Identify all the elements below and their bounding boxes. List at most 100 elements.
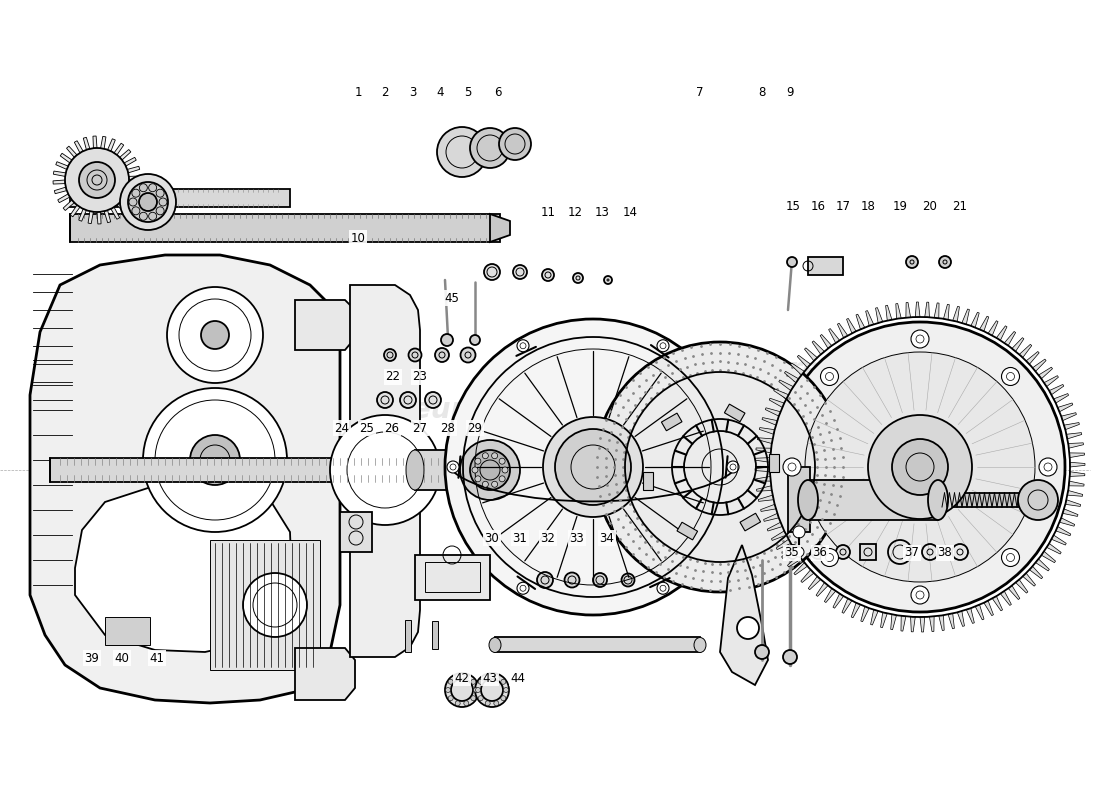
Polygon shape bbox=[1000, 591, 1011, 606]
Bar bbox=[808, 480, 938, 520]
Polygon shape bbox=[794, 562, 807, 575]
Circle shape bbox=[494, 674, 498, 679]
Text: 36: 36 bbox=[813, 546, 827, 559]
Circle shape bbox=[425, 392, 441, 408]
Circle shape bbox=[434, 348, 449, 362]
Ellipse shape bbox=[490, 638, 500, 653]
Circle shape bbox=[448, 696, 453, 701]
Polygon shape bbox=[1069, 453, 1085, 458]
Polygon shape bbox=[812, 341, 824, 354]
Polygon shape bbox=[777, 539, 791, 550]
Circle shape bbox=[1001, 549, 1020, 566]
Polygon shape bbox=[930, 616, 934, 631]
Text: 30: 30 bbox=[485, 531, 499, 545]
Polygon shape bbox=[125, 190, 139, 198]
Polygon shape bbox=[957, 611, 965, 626]
Circle shape bbox=[911, 330, 930, 348]
Polygon shape bbox=[1064, 422, 1079, 430]
Circle shape bbox=[821, 549, 838, 566]
Polygon shape bbox=[1069, 472, 1085, 477]
Circle shape bbox=[906, 256, 918, 268]
Circle shape bbox=[140, 212, 147, 220]
Polygon shape bbox=[934, 303, 939, 318]
Polygon shape bbox=[490, 214, 510, 242]
Polygon shape bbox=[983, 601, 993, 615]
Polygon shape bbox=[120, 150, 131, 160]
Circle shape bbox=[513, 265, 527, 279]
Polygon shape bbox=[70, 205, 80, 217]
Circle shape bbox=[500, 696, 506, 701]
Polygon shape bbox=[980, 316, 989, 331]
Bar bbox=[415, 555, 490, 600]
Polygon shape bbox=[856, 314, 865, 330]
Polygon shape bbox=[129, 176, 141, 180]
Polygon shape bbox=[1026, 351, 1039, 364]
Polygon shape bbox=[944, 304, 949, 320]
Circle shape bbox=[140, 184, 147, 192]
Polygon shape bbox=[1042, 551, 1056, 562]
Text: 5: 5 bbox=[464, 86, 472, 99]
Polygon shape bbox=[808, 576, 821, 590]
Text: 8: 8 bbox=[758, 86, 766, 99]
Polygon shape bbox=[988, 321, 998, 335]
Text: 40: 40 bbox=[114, 651, 130, 665]
Circle shape bbox=[939, 256, 952, 268]
Polygon shape bbox=[63, 200, 75, 210]
Bar bbox=[661, 413, 682, 430]
Bar bbox=[425, 562, 480, 592]
Bar bbox=[415, 450, 490, 490]
Bar bbox=[495, 637, 700, 652]
Polygon shape bbox=[1004, 331, 1015, 346]
Polygon shape bbox=[766, 408, 781, 416]
Ellipse shape bbox=[928, 480, 948, 520]
Circle shape bbox=[595, 342, 845, 592]
Circle shape bbox=[148, 212, 156, 220]
Circle shape bbox=[167, 287, 263, 383]
Polygon shape bbox=[60, 154, 72, 163]
Text: 43: 43 bbox=[483, 671, 497, 685]
Polygon shape bbox=[350, 285, 420, 657]
Polygon shape bbox=[92, 136, 97, 148]
Bar bbox=[405, 620, 411, 652]
Polygon shape bbox=[997, 326, 1006, 340]
Polygon shape bbox=[771, 531, 786, 541]
Circle shape bbox=[492, 482, 497, 487]
Bar bbox=[340, 512, 372, 552]
Polygon shape bbox=[1044, 376, 1058, 386]
Text: 29: 29 bbox=[468, 422, 483, 434]
Text: 28: 28 bbox=[441, 422, 455, 434]
Circle shape bbox=[455, 674, 460, 679]
Circle shape bbox=[517, 582, 529, 594]
Polygon shape bbox=[837, 323, 848, 338]
Circle shape bbox=[448, 679, 453, 684]
Polygon shape bbox=[886, 306, 892, 321]
Polygon shape bbox=[992, 596, 1002, 610]
Bar bbox=[808, 257, 843, 275]
Polygon shape bbox=[762, 418, 778, 425]
Polygon shape bbox=[920, 617, 925, 632]
Text: 19: 19 bbox=[892, 201, 907, 214]
Circle shape bbox=[148, 184, 156, 192]
Circle shape bbox=[473, 687, 478, 693]
Circle shape bbox=[492, 453, 497, 458]
Text: 37: 37 bbox=[904, 546, 920, 559]
Polygon shape bbox=[782, 547, 796, 558]
Polygon shape bbox=[925, 302, 930, 318]
Polygon shape bbox=[804, 348, 817, 361]
Polygon shape bbox=[755, 467, 770, 472]
Polygon shape bbox=[948, 614, 955, 629]
Polygon shape bbox=[1054, 394, 1068, 403]
Circle shape bbox=[793, 526, 805, 538]
Polygon shape bbox=[901, 616, 906, 631]
Polygon shape bbox=[821, 334, 832, 349]
Text: 27: 27 bbox=[412, 422, 428, 434]
Polygon shape bbox=[784, 371, 799, 382]
Polygon shape bbox=[895, 303, 901, 319]
Text: 31: 31 bbox=[513, 531, 527, 545]
Polygon shape bbox=[75, 141, 84, 153]
Circle shape bbox=[446, 673, 478, 707]
Bar bbox=[740, 514, 760, 531]
Circle shape bbox=[573, 273, 583, 283]
Polygon shape bbox=[1062, 413, 1077, 421]
Circle shape bbox=[377, 392, 393, 408]
